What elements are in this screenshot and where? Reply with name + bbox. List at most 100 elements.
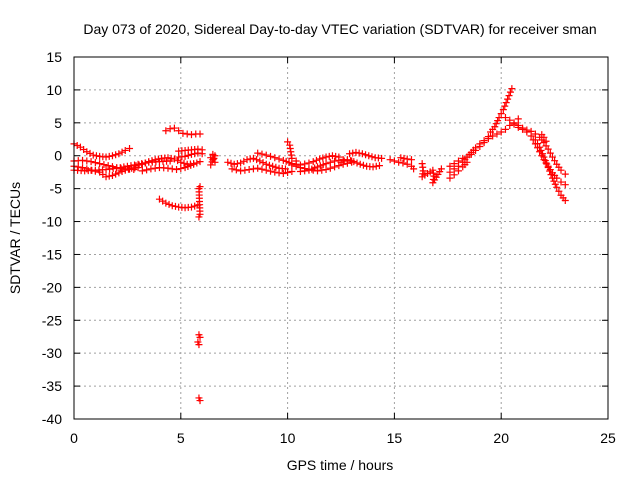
point-track-01-6-1 <box>112 151 120 159</box>
point-track-19-3-0 <box>322 160 330 168</box>
point-track-33-1-0 <box>540 133 548 141</box>
x-tick-label-3: 15 <box>387 430 403 446</box>
point-track-10-1-0 <box>162 199 170 207</box>
point-track-30-1-0 <box>506 116 514 124</box>
point-track-05-7-0 <box>177 158 185 166</box>
point-track-01-5-0 <box>102 153 110 161</box>
point-track-30-11-0 <box>548 153 556 161</box>
point-track-14-9-0 <box>281 165 289 173</box>
point-track-14-1-1 <box>233 160 241 168</box>
point-track-01-9-0 <box>126 144 134 152</box>
point-track-02-5-0 <box>108 171 116 179</box>
point-track-30-11-1 <box>551 157 559 165</box>
point-track-15-5-0 <box>271 168 279 176</box>
point-track-12-1-0 <box>196 333 204 341</box>
y-tick-label-9: -30 <box>42 345 62 361</box>
point-track-27-8-0 <box>480 137 488 145</box>
point-track-21-5-0 <box>369 163 377 171</box>
point-track-01-8-0 <box>121 146 129 154</box>
point-track-05-7-1 <box>180 159 188 167</box>
point-track-26-13-0 <box>501 125 509 133</box>
point-track-32-1-2 <box>538 150 546 158</box>
point-track-30-10-0 <box>544 145 552 153</box>
point-track-06-3-0 <box>164 164 172 172</box>
point-track-21-0-0 <box>337 158 345 166</box>
point-track-18-4-1 <box>326 164 334 172</box>
y-tick-label-10: -35 <box>42 378 62 394</box>
point-track-12-5-0 <box>196 397 204 405</box>
point-track-14-4-1 <box>253 156 261 164</box>
point-track-30-7-0 <box>531 130 539 138</box>
point-track-28-2-0 <box>454 167 462 175</box>
point-track-33-2-0 <box>542 137 550 145</box>
point-track-32-7-0 <box>561 196 569 204</box>
point-track-22-3-1 <box>368 153 376 161</box>
point-track-13-3-0 <box>207 161 215 169</box>
point-track-21-0-1 <box>340 157 348 165</box>
point-track-24-0-0 <box>397 154 405 162</box>
point-track-31-1-0 <box>519 124 527 132</box>
point-track-15-0-1 <box>232 166 240 174</box>
point-track-32-1-0 <box>536 143 544 151</box>
point-track-01-6-0 <box>108 152 116 160</box>
point-track-24-2-0 <box>407 156 415 164</box>
point-track-14-0-1 <box>227 159 235 167</box>
y-tick-label-4: -5 <box>50 181 63 197</box>
point-track-14-3-1 <box>246 155 254 163</box>
point-track-18-5-0 <box>331 163 339 171</box>
point-track-05-0-0 <box>132 162 140 170</box>
point-track-32-5-0 <box>553 183 561 191</box>
point-track-28-0-0 <box>446 174 454 182</box>
point-track-05-6-1 <box>174 157 182 165</box>
point-track-23-1-0 <box>390 157 398 165</box>
point-track-14-1-0 <box>230 160 238 168</box>
x-tick-label-2: 10 <box>280 430 296 446</box>
point-track-10-5-1 <box>191 202 199 210</box>
point-track-14-0-0 <box>224 158 232 166</box>
point-track-01-2-0 <box>83 148 91 156</box>
point-track-16-2-1 <box>275 155 283 163</box>
point-track-15-3-0 <box>254 164 262 172</box>
point-track-14-7-1 <box>272 163 280 171</box>
point-track-30-13-0 <box>557 166 565 174</box>
point-track-06-1-1 <box>151 164 159 172</box>
point-track-04-5-1 <box>117 164 125 172</box>
point-track-15-1-1 <box>241 166 249 174</box>
point-track-32-0-1 <box>534 140 542 148</box>
point-track-07-5-0 <box>183 130 191 138</box>
point-track-16-0-1 <box>258 150 266 158</box>
point-track-05-1-0 <box>138 160 146 168</box>
point-track-09-2-0 <box>187 150 195 158</box>
point-track-26-16-0 <box>514 115 522 123</box>
point-track-10-5-0 <box>187 203 195 211</box>
point-track-14-5-0 <box>256 157 264 165</box>
point-track-13-4-1 <box>210 154 218 162</box>
point-track-15-5-1 <box>275 169 283 177</box>
point-track-05-2-0 <box>145 158 153 166</box>
point-track-32-2-2 <box>543 160 551 168</box>
point-track-20-3-1 <box>332 152 340 160</box>
y-tick-label-2: 5 <box>54 115 62 131</box>
point-track-21-1-1 <box>347 157 355 165</box>
y-tick-label-0: 15 <box>46 49 62 65</box>
grid-lines <box>74 57 608 419</box>
point-track-02-0-1 <box>74 163 82 171</box>
point-track-12-3-0 <box>195 341 203 349</box>
point-track-27-7-0 <box>476 140 484 148</box>
point-track-09-1-0 <box>181 152 189 160</box>
point-track-32-3-2 <box>547 171 555 179</box>
point-track-19-4-0 <box>331 157 339 165</box>
point-track-31-11-0 <box>561 181 569 189</box>
point-track-20-4-0 <box>335 153 343 161</box>
point-track-06-0-0 <box>138 167 146 175</box>
point-track-32-2-1 <box>541 157 549 165</box>
point-track-31-0-0 <box>514 121 522 129</box>
point-track-05-1-1 <box>142 159 150 167</box>
x-tick-label-5: 25 <box>600 430 616 446</box>
point-track-06-4-1 <box>177 165 185 173</box>
point-track-27-0-0 <box>446 168 454 176</box>
point-track-05-6-0 <box>170 155 178 163</box>
point-track-04-5-0 <box>113 164 121 172</box>
point-track-05-5-0 <box>164 154 172 162</box>
point-track-15-2-1 <box>249 165 257 173</box>
